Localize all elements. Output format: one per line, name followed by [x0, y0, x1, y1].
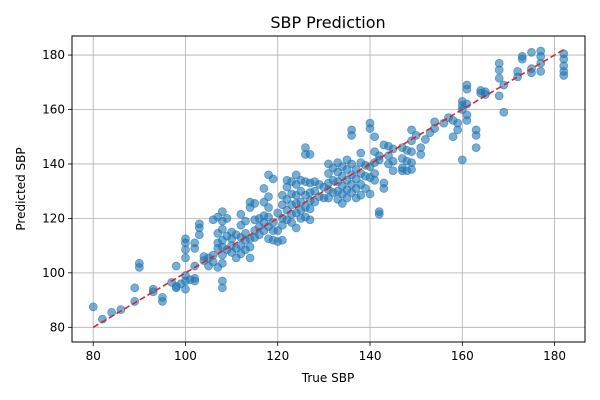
y-tick-label: 180 [42, 48, 65, 62]
data-point [222, 213, 232, 223]
data-point [130, 283, 140, 293]
data-points [88, 46, 569, 324]
y-axis-label: Predicted SBP [14, 147, 28, 230]
data-point [217, 207, 227, 217]
data-point [305, 215, 315, 225]
data-point [268, 174, 278, 184]
plot-area-frame [71, 35, 586, 343]
data-point [277, 235, 287, 245]
data-point [245, 242, 255, 252]
data-point [559, 71, 569, 80]
data-point [462, 116, 472, 125]
data-point [190, 243, 200, 253]
data-point [471, 143, 481, 153]
data-point [536, 66, 546, 76]
data-point [264, 203, 273, 212]
data-point [416, 150, 426, 159]
x-tick-label: 80 [86, 349, 101, 363]
data-point [499, 80, 509, 90]
data-point [536, 58, 546, 68]
data-point [264, 192, 273, 202]
data-point [374, 209, 384, 219]
data-point [347, 130, 356, 140]
x-tick-label: 180 [543, 349, 566, 363]
data-point [388, 166, 398, 176]
data-point [448, 132, 458, 142]
data-point [462, 84, 472, 94]
data-point [217, 258, 227, 268]
data-point [370, 132, 380, 142]
data-point [513, 72, 523, 82]
data-point [494, 73, 504, 83]
data-point [305, 150, 315, 159]
data-point [134, 263, 144, 272]
y-tick-label: 160 [42, 103, 65, 117]
data-point [480, 87, 490, 97]
data-point [407, 147, 416, 157]
data-point [171, 261, 181, 271]
data-point [305, 204, 315, 214]
data-point [370, 175, 380, 185]
x-axis-label: True SBP [301, 371, 354, 385]
reference-line [92, 48, 565, 328]
x-tick-label: 160 [451, 349, 474, 363]
data-point [453, 125, 463, 135]
data-point [88, 302, 98, 312]
data-point [158, 297, 167, 306]
data-point [379, 184, 389, 193]
data-point [194, 230, 204, 240]
data-point [217, 283, 227, 293]
data-point [291, 223, 301, 233]
x-axis-ticks: 80 100 120 140 160 180 [86, 342, 566, 363]
data-point [457, 155, 467, 165]
x-tick-label: 120 [266, 349, 289, 363]
y-tick-label: 100 [42, 266, 65, 280]
data-point [217, 224, 227, 234]
data-point [259, 184, 269, 193]
data-point [181, 253, 190, 263]
data-point [494, 91, 504, 101]
y-tick-label: 120 [42, 211, 65, 225]
data-point [471, 130, 481, 140]
data-point [236, 209, 246, 219]
x-tick-label: 100 [174, 349, 197, 363]
data-point [499, 107, 509, 117]
y-tick-label: 80 [50, 320, 65, 334]
data-point [527, 47, 536, 57]
data-point [107, 307, 117, 317]
data-point [250, 199, 260, 208]
data-point [245, 253, 255, 263]
data-point [190, 261, 200, 271]
data-point [241, 216, 250, 226]
data-point [388, 156, 398, 166]
chart-title: SBP Prediction [270, 13, 385, 32]
data-point [181, 245, 190, 255]
data-point [190, 276, 200, 286]
data-point [517, 54, 527, 64]
y-axis-ticks: 80 100 120 140 160 180 [42, 48, 72, 334]
data-point [181, 284, 190, 294]
data-point [356, 148, 366, 158]
data-point [148, 287, 158, 297]
x-tick-label: 140 [359, 349, 382, 363]
data-point [420, 135, 430, 144]
y-tick-label: 140 [42, 157, 65, 171]
data-point [407, 164, 416, 174]
data-point [356, 190, 366, 200]
data-point [494, 65, 504, 75]
data-point [365, 189, 375, 199]
data-point [365, 124, 375, 133]
